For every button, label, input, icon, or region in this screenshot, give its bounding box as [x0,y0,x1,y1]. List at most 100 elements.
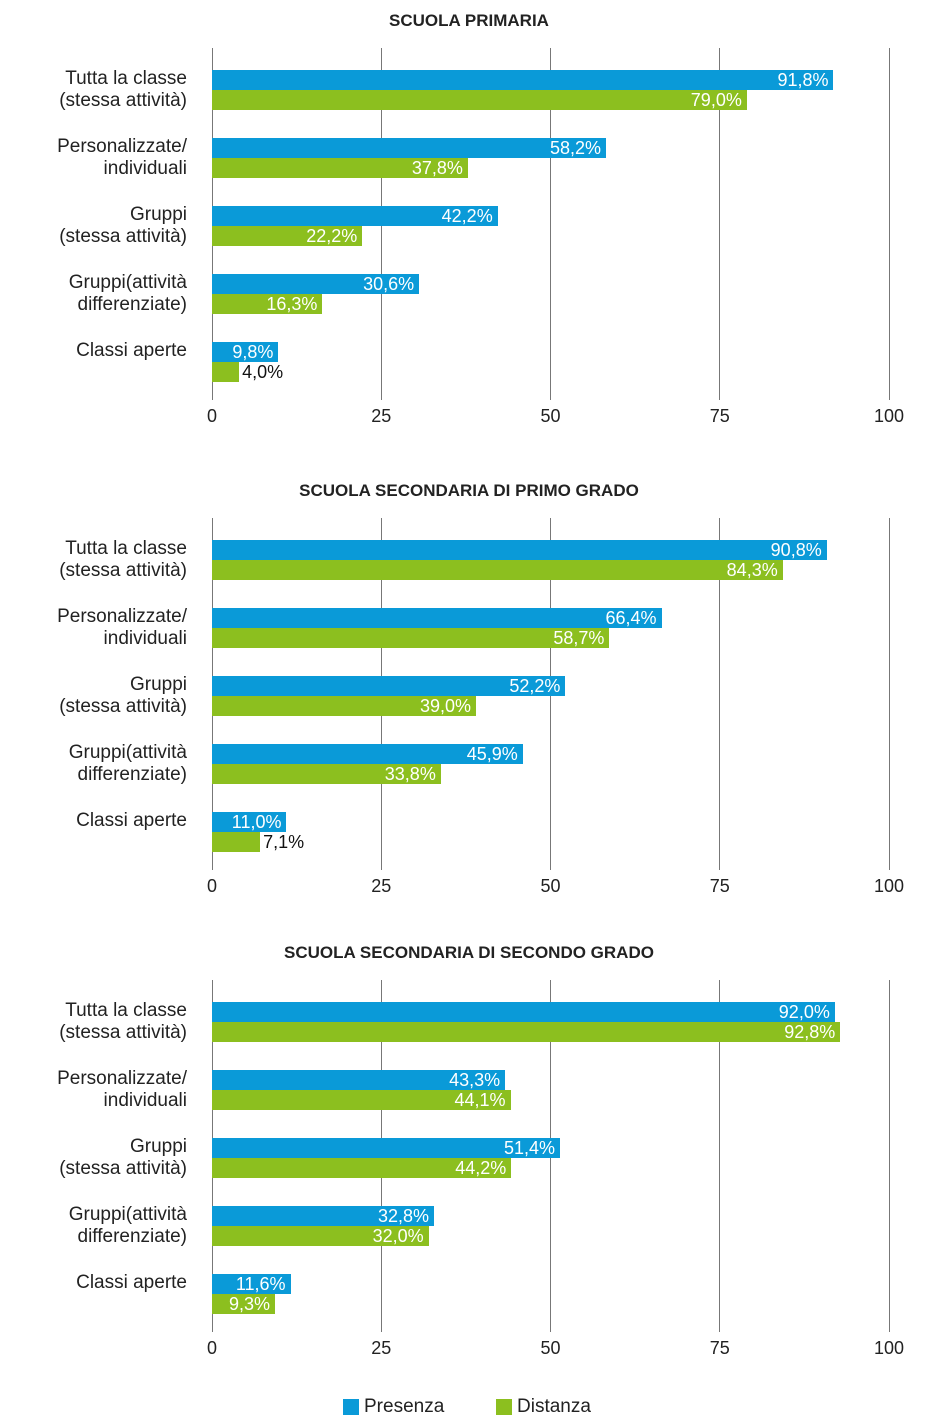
category-label: Tutta la classe (stessa attività) [59,1000,187,1043]
x-tick-label: 100 [873,876,905,896]
chart-title: SCUOLA SECONDARIA DI SECONDO GRADO [284,943,654,962]
bar [212,608,662,628]
value-label: 51,4% [503,1138,555,1158]
value-label: 84,3% [726,560,778,580]
value-label: 45,9% [466,744,518,764]
bar [212,138,606,158]
bar [212,1206,435,1226]
value-label: 92,8% [784,1022,836,1042]
category-label: Gruppi (stessa attività) [59,1136,187,1179]
category-label: Classi aperte [76,1272,187,1293]
category-label: Tutta la classe (stessa attività) [59,68,187,111]
x-tick-label: 0 [206,876,217,896]
chart-title: SCUOLA PRIMARIA [389,11,549,30]
bar [212,1158,512,1178]
category-label: Personalizzate/ individuali [57,606,187,649]
bar [212,342,279,362]
category-label: Classi aperte [76,340,187,361]
bar [212,764,441,784]
bar [212,676,566,696]
value-label: 42,2% [441,206,493,226]
value-label: 9,3% [228,1294,270,1314]
bar [212,158,468,178]
value-label: 43,3% [449,1070,501,1090]
x-tick-label: 0 [206,406,217,426]
bar [212,696,477,716]
grid-line [719,980,721,1332]
value-label: 9,8% [232,342,274,362]
bar [212,628,610,648]
value-label: 11,0% [231,812,282,832]
category-label: Gruppi(attività differenziate) [68,272,187,315]
value-label: 22,2% [306,226,358,246]
value-label: 91,8% [777,70,829,90]
bar [212,1090,511,1110]
bar [212,90,747,110]
value-label: 11,6% [235,1274,286,1294]
x-tick-label: 100 [873,406,905,426]
value-label: 90,8% [770,540,822,560]
x-tick-label: 25 [371,1338,392,1358]
legend-label: Presenza [364,1396,445,1416]
bar [212,274,420,294]
category-label: Classi aperte [76,810,187,831]
category-label: Personalizzate/ individuali [57,136,187,179]
value-label: 44,1% [454,1090,506,1110]
bar [212,832,261,852]
value-label: 58,2% [549,138,602,158]
value-label: 4,0% [242,362,284,382]
bar [212,540,827,560]
bar [212,1070,506,1090]
bar [212,206,498,226]
value-label: 32,0% [372,1226,424,1246]
x-tick-label: 50 [540,406,561,426]
bar [212,560,783,580]
category-label: Personalizzate/ individuali [57,1068,187,1111]
value-label: 58,7% [553,628,605,648]
bar [212,1226,429,1246]
grid-line [550,48,551,400]
value-label: 79,0% [690,90,742,110]
bar [212,812,287,832]
grid-line [719,48,721,400]
x-tick-label: 50 [540,1338,561,1358]
x-tick-label: 75 [709,1338,730,1358]
bar [212,70,834,90]
bar [212,1002,835,1022]
grid-line [719,518,721,870]
chart-title: SCUOLA SECONDARIA DI PRIMO GRADO [299,481,639,500]
grid-line [888,48,890,400]
x-tick-label: 100 [873,1338,905,1358]
value-label: 66,4% [605,608,657,628]
category-label: Gruppi (stessa attività) [59,204,187,247]
x-tick-label: 75 [709,406,730,426]
grid-line [888,980,890,1332]
category-label: Gruppi(attività differenziate) [68,1204,187,1247]
legend-swatch [343,1399,359,1415]
bar [212,1138,560,1158]
x-tick-label: 50 [540,876,561,896]
value-label: 37,8% [411,158,463,178]
value-label: 33,8% [384,764,436,784]
value-label: 52,2% [509,676,561,696]
legend-label: Distanza [517,1396,591,1416]
value-label: 7,1% [263,832,305,852]
bar [212,1294,275,1314]
value-label: 30,6% [363,274,415,294]
bar [212,226,363,246]
bar [212,294,323,314]
x-tick-label: 25 [371,876,392,896]
value-label: 92,0% [778,1002,830,1022]
legend-swatch [496,1399,512,1415]
bar [212,744,523,764]
x-tick-label: 25 [371,406,392,426]
category-label: Gruppi (stessa attività) [59,674,187,717]
bar [212,1022,841,1042]
x-tick-label: 75 [709,876,730,896]
value-label: 16,3% [266,294,318,314]
value-label: 44,2% [455,1158,507,1178]
category-label: Tutta la classe (stessa attività) [59,538,187,581]
value-label: 32,8% [378,1206,430,1226]
category-label: Gruppi(attività differenziate) [68,742,187,785]
